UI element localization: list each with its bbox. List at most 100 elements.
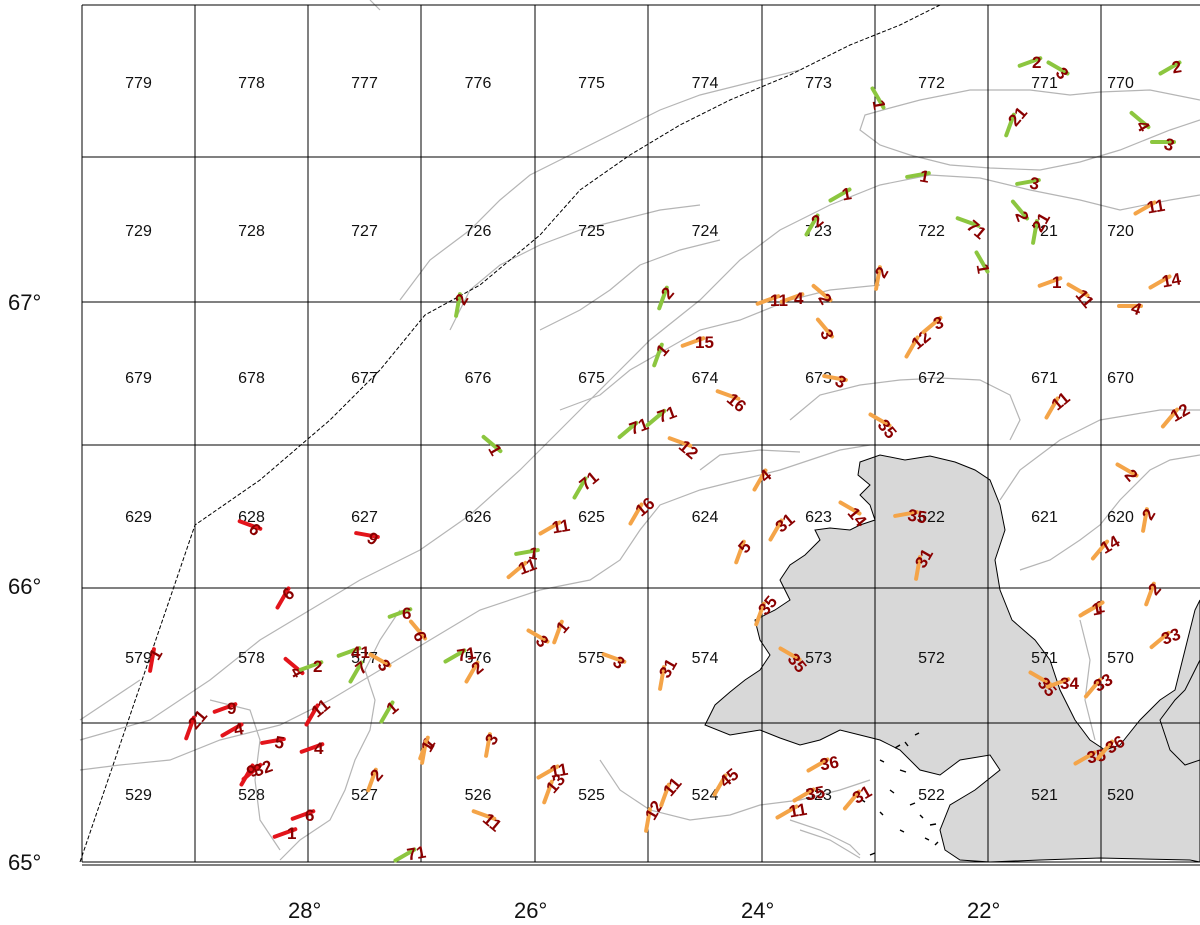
catch-tick-red: 1 xyxy=(272,824,298,843)
lat-label-65: 65° xyxy=(8,850,41,875)
tick-bar xyxy=(806,757,830,773)
grid-cell-label: 775 xyxy=(578,75,605,92)
catch-tick-orange: 1 xyxy=(1078,599,1103,620)
catch-tick-orange: 35 xyxy=(792,783,826,805)
grid-cell-label: 622 xyxy=(918,509,945,526)
tick-label: 1 xyxy=(1093,597,1106,617)
tick-bar xyxy=(299,742,325,754)
tick-bar xyxy=(237,519,263,531)
tick-label: 11 xyxy=(1145,196,1166,218)
catch-tick-green: 1 xyxy=(828,184,853,205)
grid-cell-label: 674 xyxy=(692,370,719,387)
catch-tick-orange: 45 xyxy=(712,765,742,797)
tick-label: 1 xyxy=(918,166,931,186)
tick-label: 1 xyxy=(527,543,540,563)
tick-bar xyxy=(1158,60,1182,76)
tick-bar xyxy=(1141,507,1149,533)
grid-cell-label: 627 xyxy=(351,509,378,526)
tick-label: 9 xyxy=(227,699,236,718)
catch-tick-red: 9 xyxy=(212,699,238,718)
catch-tick-green: 71 xyxy=(443,644,477,666)
tick-label: 36 xyxy=(818,753,840,775)
lat-label-67: 67° xyxy=(8,290,41,315)
grid-cell-label: 524 xyxy=(692,787,719,804)
grid-cell-label: 522 xyxy=(918,787,945,804)
catch-tick-orange: 11 xyxy=(471,809,505,836)
catch-tick-green: 21 xyxy=(1004,103,1031,138)
catch-tick-green: 1 xyxy=(514,543,540,564)
tick-label: 11 xyxy=(548,760,569,782)
tick-bar xyxy=(838,500,862,516)
catch-tick-green: 2 xyxy=(298,657,324,676)
tick-label: 15 xyxy=(695,333,714,352)
catch-tick-red: 9 xyxy=(354,528,381,549)
tick-bar xyxy=(552,619,564,645)
grid-cell-label: 670 xyxy=(1107,370,1134,387)
tick-label: 1 xyxy=(287,824,296,843)
tick-bar xyxy=(659,782,671,808)
tick-bar xyxy=(828,187,852,203)
catch-tick-orange: 3 xyxy=(526,628,552,651)
grid-cell-label: 570 xyxy=(1107,650,1134,667)
tick-bar xyxy=(955,216,981,228)
catch-tick-orange: 36 xyxy=(806,753,840,775)
tick-bar xyxy=(1031,219,1039,245)
catch-tick-orange: 31 xyxy=(768,510,798,542)
tick-label: 1 xyxy=(868,98,888,111)
tick-bar xyxy=(1004,112,1016,138)
tick-label: 4 xyxy=(286,663,307,681)
catch-tick-orange: 31 xyxy=(655,655,681,691)
tick-bar xyxy=(1045,677,1071,689)
tick-bar xyxy=(408,619,428,641)
catch-tick-green: 1 xyxy=(481,434,506,459)
grid-cell-label: 527 xyxy=(351,787,378,804)
tick-bar xyxy=(536,764,560,780)
lon-label-24: 24° xyxy=(741,898,774,923)
tick-bar xyxy=(601,652,627,664)
tick-label: 1 xyxy=(484,441,505,459)
catch-tick-orange: 14 xyxy=(1148,269,1183,292)
tick-bar xyxy=(974,250,990,274)
tick-bar xyxy=(658,665,666,691)
tick-bar xyxy=(1073,750,1097,766)
tick-label: 2 xyxy=(1170,57,1183,77)
grid-cell-label: 725 xyxy=(578,223,605,240)
tick-label: 4 xyxy=(794,289,804,308)
tick-label: 3 xyxy=(1161,134,1176,155)
tick-bar xyxy=(542,779,554,805)
tick-label: 1 xyxy=(1090,599,1103,619)
tick-bar xyxy=(304,703,320,727)
catch-tick-green: 2 xyxy=(657,283,678,311)
grid-cell-label: 571 xyxy=(1031,650,1058,667)
catch-tick-orange: 15 xyxy=(680,333,714,352)
tick-label: 33 xyxy=(1090,670,1116,696)
grid-cell-label: 676 xyxy=(465,370,492,387)
tick-bar xyxy=(514,548,540,556)
tick-label: 11 xyxy=(516,555,539,579)
tick-bar xyxy=(715,389,741,401)
tick-bar xyxy=(680,336,706,348)
tick-label: 2 xyxy=(1011,209,1032,224)
depth-contours xyxy=(79,0,1200,861)
tick-bar xyxy=(1037,276,1063,288)
tick-bar xyxy=(775,804,799,820)
tick-bar xyxy=(914,555,922,581)
tick-label: 3 xyxy=(832,371,850,392)
tick-bar xyxy=(348,660,364,684)
grid-cell-label: 771 xyxy=(1031,75,1058,92)
catch-tick-green: 1 xyxy=(379,698,402,724)
tick-bar xyxy=(393,847,417,863)
tick-label: 71 xyxy=(655,402,679,426)
tick-bar xyxy=(652,342,664,368)
tick-bar xyxy=(272,827,298,839)
catch-tick-green: 1 xyxy=(905,166,931,187)
catch-tick-orange: 5 xyxy=(734,537,755,565)
tick-bar xyxy=(1160,407,1180,429)
grid-cell-label: 672 xyxy=(918,370,945,387)
catch-tick-orange: 12 xyxy=(1160,400,1193,429)
grid-cell-label: 671 xyxy=(1031,370,1058,387)
catch-tick-green: 3 xyxy=(1150,134,1177,155)
tick-bar xyxy=(354,531,380,539)
tick-bar xyxy=(667,436,693,448)
catch-tick-orange: 11 xyxy=(775,800,808,822)
